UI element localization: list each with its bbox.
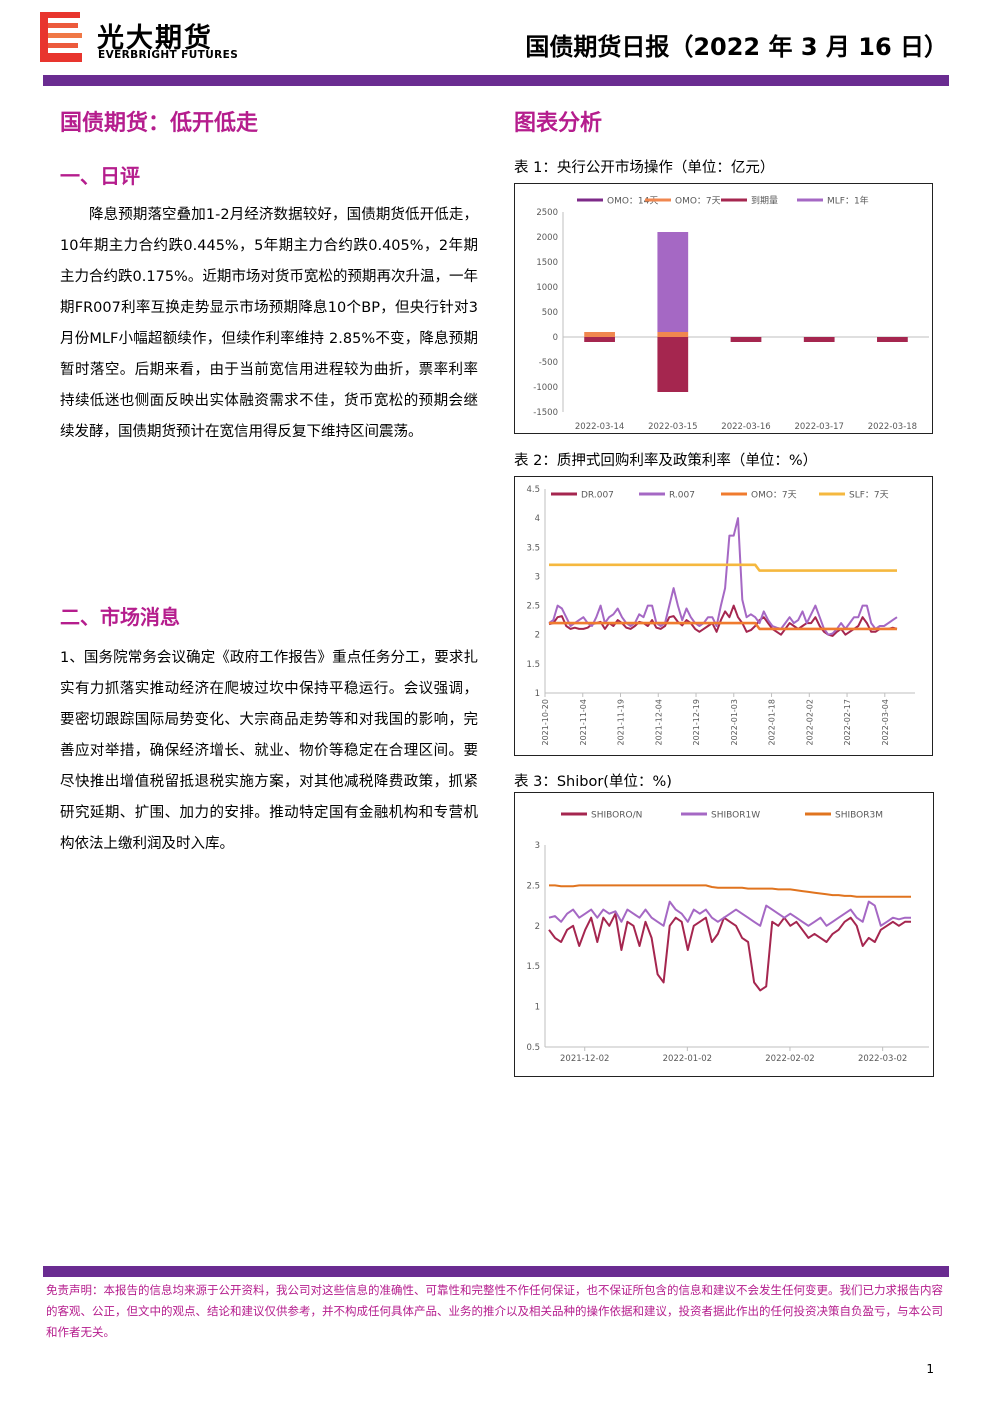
chart1-xtick-4: 2022-03-17 [794,422,843,432]
chart1-ytick-6: 0 [553,333,558,343]
chart2-xtick-9: 2022-02-17 [843,699,852,746]
chart2-ytick-8: 1 [535,689,540,699]
chart2-legend-label-4: SLF：7天 [849,491,889,501]
chart3-ytick-2: 2.5 [526,881,540,891]
disclaimer-text: 免责声明：本报告的信息均来源于公开资料，我公司对这些信息的准确性、可靠性和完整性… [46,1283,943,1339]
chart1-bar-3-5 [877,337,908,342]
chart3-series-line-3 [549,884,911,898]
chart2-xtick-7: 2022-01-18 [768,699,777,746]
chart3-legend-label-1: SHIBORO/N [591,811,642,821]
chart2-series-line-3 [549,621,897,631]
chart3-xtick-2: 2022-01-02 [663,1054,712,1064]
chart3-svg: 3 2.5 2 1.5 1 0.5 2021-12-02 2022-01-02 2022-02-… [526,811,929,1064]
chart2-xtick-3: 2021-11-19 [617,699,626,746]
chart1-xtick-2: 2022-03-15 [648,422,697,432]
chart2-xtick-8: 2022-02-02 [805,699,814,746]
chart1-legend-label-1: OMO：14天 [607,197,658,207]
chart3-ytick-4: 1.5 [526,962,540,972]
chart3-xtick-4: 2022-03-02 [858,1054,907,1064]
chart3-ytick-1: 3 [535,841,540,851]
chart1-bar-3-2 [657,337,689,392]
chart1-ytick-3: 1500 [536,258,558,268]
chart2-series-line-4 [549,563,897,572]
chart1-ytick-4: 1000 [536,283,558,293]
chart2-xtick-1: 2021-10-20 [541,699,550,746]
chart1-ytick-8: -1000 [533,383,558,393]
section2-paragraph: 1、国务院常务会议确定《政府工作报告》重点任务分工，要求扎实有力抓落实推动经济在… [60,650,478,852]
chart2-series-line-2 [548,517,898,636]
chart1-ytick-2: 2000 [536,233,558,243]
chart2-legend-label-2: R.007 [669,491,695,501]
chart1-container: 2500 2000 1500 1000 500 0 -500 -1000 -1500 2022-0… [514,183,933,434]
chart1-bar-3-3 [730,337,762,342]
chart1-bar-3-4 [803,337,835,342]
report-title: 国债期货日报（2022 年 3 月 16 日） [525,33,948,61]
chart1-caption: 表 1：央行公开市场操作（单位：亿元） [514,160,775,176]
chart2-xtick-4: 2021-12-04 [654,699,663,746]
chart3-legend-label-3: SHIBOR3M [835,811,883,821]
chart3-container: 3 2.5 2 1.5 1 0.5 2021-12-02 2022-01-02 2022-02-… [514,792,934,1077]
company-logo: 光大期货 EVERBRIGHT FUTURES [40,12,260,64]
chart3-ytick-5: 1 [535,1003,540,1013]
header-divider-bar [43,75,949,86]
chart2-legend-label-3: OMO：7天 [751,491,797,501]
company-name-cn: 光大期货 [97,23,213,54]
chart1-ytick-9: -1500 [533,408,558,418]
chart1-legend-label-2: OMO：7天 [675,197,721,207]
chart2-xtick-6: 2022-01-03 [730,699,739,746]
chart2-xtick-2: 2021-11-04 [579,699,588,746]
chart1-bar-3-1 [584,337,615,342]
chart2-ytick-1: 4.5 [526,485,540,495]
chart1-xtick-3: 2022-03-16 [721,422,770,432]
chart3-legend-label-2: SHIBOR1W [711,811,760,821]
main-title: 国债期货：低开低走 [60,111,259,136]
chart2-series-line-1 [548,604,898,637]
chart1-ytick-1: 2500 [536,208,558,218]
chart3-xtick-1: 2021-12-02 [560,1054,609,1064]
chart2-ytick-2: 4 [535,514,540,524]
chart2-xtick-10: 2022-03-04 [881,699,890,746]
chart1-bar-2-1 [584,332,615,337]
chart1-bar-4-2 [657,232,689,332]
chart2-ytick-4: 3 [535,572,540,582]
chart3-ytick-3: 2 [535,922,540,932]
chart-section-title: 图表分析 [514,111,603,136]
chart1-ytick-7: -500 [539,358,558,368]
section1-heading: 一、日评 [60,164,140,188]
page-number: 1 [926,1362,934,1376]
chart3-ytick-6: 0.5 [526,1043,540,1053]
chart2-container: 4.5 4 3.5 3 2.5 2 1.5 1 2021-10-20 2021-11-04 2021… [514,476,933,756]
section2-heading: 二、市场消息 [60,605,180,629]
section1-paragraph: 降息预期落空叠加1-2月经济数据较好，国债期货低开低走，10年期主力合约跌0.4… [60,207,478,440]
chart3-caption: 表 3：Shibor(单位：%) [514,774,672,790]
chart1-legend-label-3: 到期量 [751,195,778,207]
chart1-svg: 2500 2000 1500 1000 500 0 -500 -1000 -1500 2022-0… [533,195,929,432]
chart2-ytick-6: 2 [535,631,540,641]
company-name-en: EVERBRIGHT FUTURES [98,49,239,61]
chart1-xtick-1: 2022-03-14 [575,422,624,432]
chart1-xtick-5: 2022-03-18 [868,422,917,432]
chart3-series-line-1 [548,912,911,992]
footer-divider-bar [43,1266,949,1277]
chart1-bar-2-2 [657,332,689,337]
chart2-caption: 表 2：质押式回购利率及政策利率（单位：%） [514,453,818,469]
chart2-xtick-5: 2021-12-19 [692,699,701,746]
chart2-ytick-3: 3.5 [526,543,540,553]
chart2-ytick-5: 2.5 [526,602,540,612]
chart1-legend-label-4: MLF：1年 [827,195,869,207]
chart3-series-line-2 [548,900,911,927]
chart1-ytick-5: 500 [542,308,558,318]
chart3-xtick-3: 2022-02-02 [765,1054,814,1064]
everbright-logo-mark [40,12,82,62]
chart2-legend-label-1: DR.007 [581,491,614,501]
chart2-ytick-7: 1.5 [526,660,540,670]
